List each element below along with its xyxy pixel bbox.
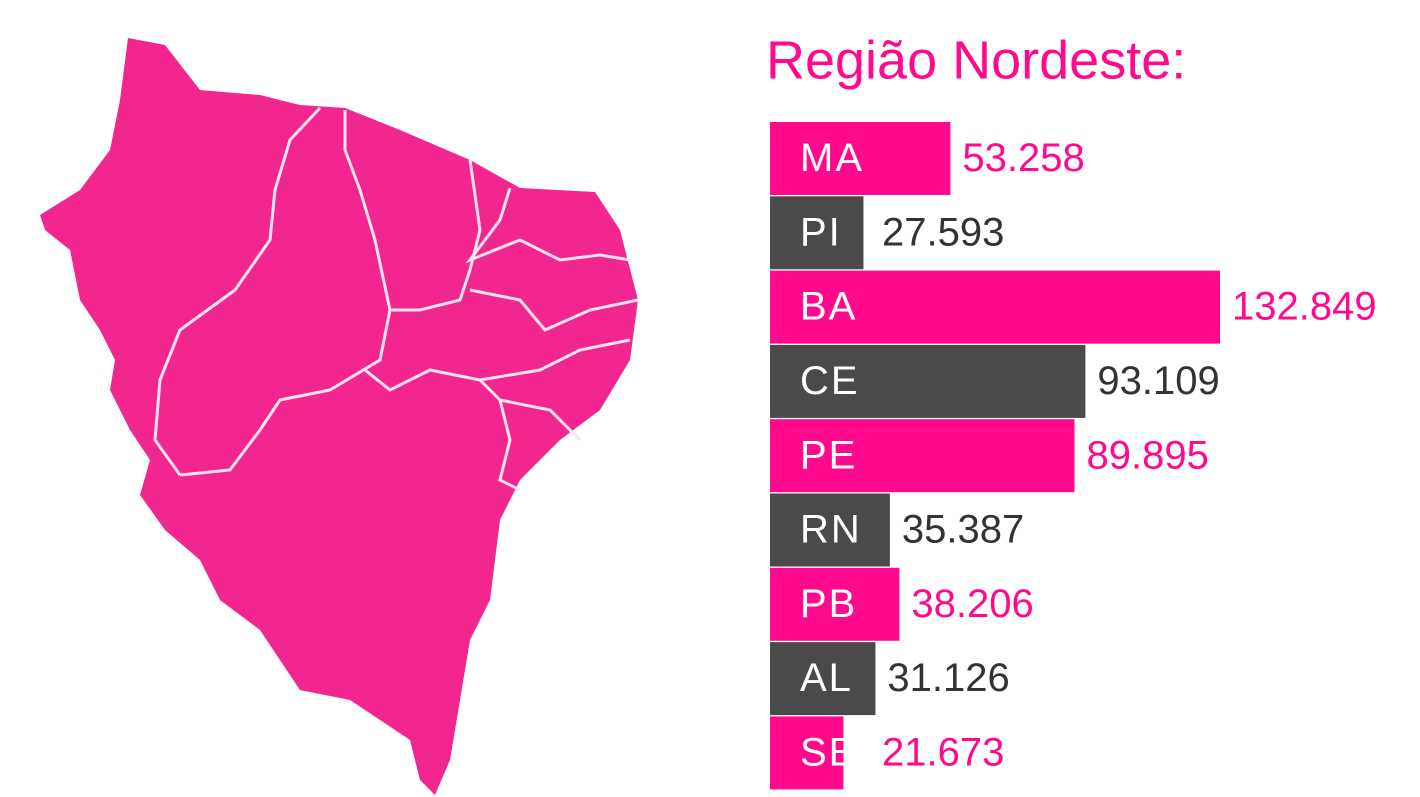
category-label: PB	[800, 582, 857, 626]
border	[179, 110, 392, 477]
value-label: 21.673	[882, 730, 1004, 774]
category-label: BA	[800, 285, 857, 329]
bar	[770, 493, 890, 567]
border	[479, 338, 631, 382]
category-label: AL	[800, 656, 853, 700]
border	[364, 368, 521, 492]
value-label: 89.895	[1087, 433, 1209, 477]
category-label: RN	[800, 508, 862, 552]
border	[390, 159, 482, 312]
value-label: 31.126	[887, 656, 1009, 700]
state-borders	[153, 106, 639, 492]
category-label: SE	[800, 730, 857, 774]
bar	[770, 270, 1220, 344]
value-label: 27.593	[882, 210, 1004, 254]
value-label: 53.258	[962, 136, 1084, 180]
value-label: 35.387	[902, 508, 1024, 552]
bar	[770, 419, 1075, 493]
chart-title: Região Nordeste:	[766, 30, 1186, 90]
border	[465, 187, 631, 264]
region-map	[40, 38, 638, 795]
border	[469, 288, 639, 332]
category-label: PE	[800, 433, 857, 477]
bar	[770, 642, 876, 716]
border	[499, 398, 582, 442]
category-label: MA	[800, 136, 864, 180]
value-label: 132.849	[1232, 285, 1377, 329]
value-label: 38.206	[911, 582, 1033, 626]
border	[153, 106, 322, 476]
category-label: PI	[800, 210, 842, 254]
category-label: CE	[800, 359, 860, 403]
bar	[770, 567, 900, 641]
bar	[770, 122, 951, 195]
bar	[770, 196, 864, 270]
bar	[770, 716, 844, 790]
bar	[770, 344, 1086, 418]
map	[40, 38, 639, 795]
value-label: 93.109	[1097, 359, 1219, 403]
